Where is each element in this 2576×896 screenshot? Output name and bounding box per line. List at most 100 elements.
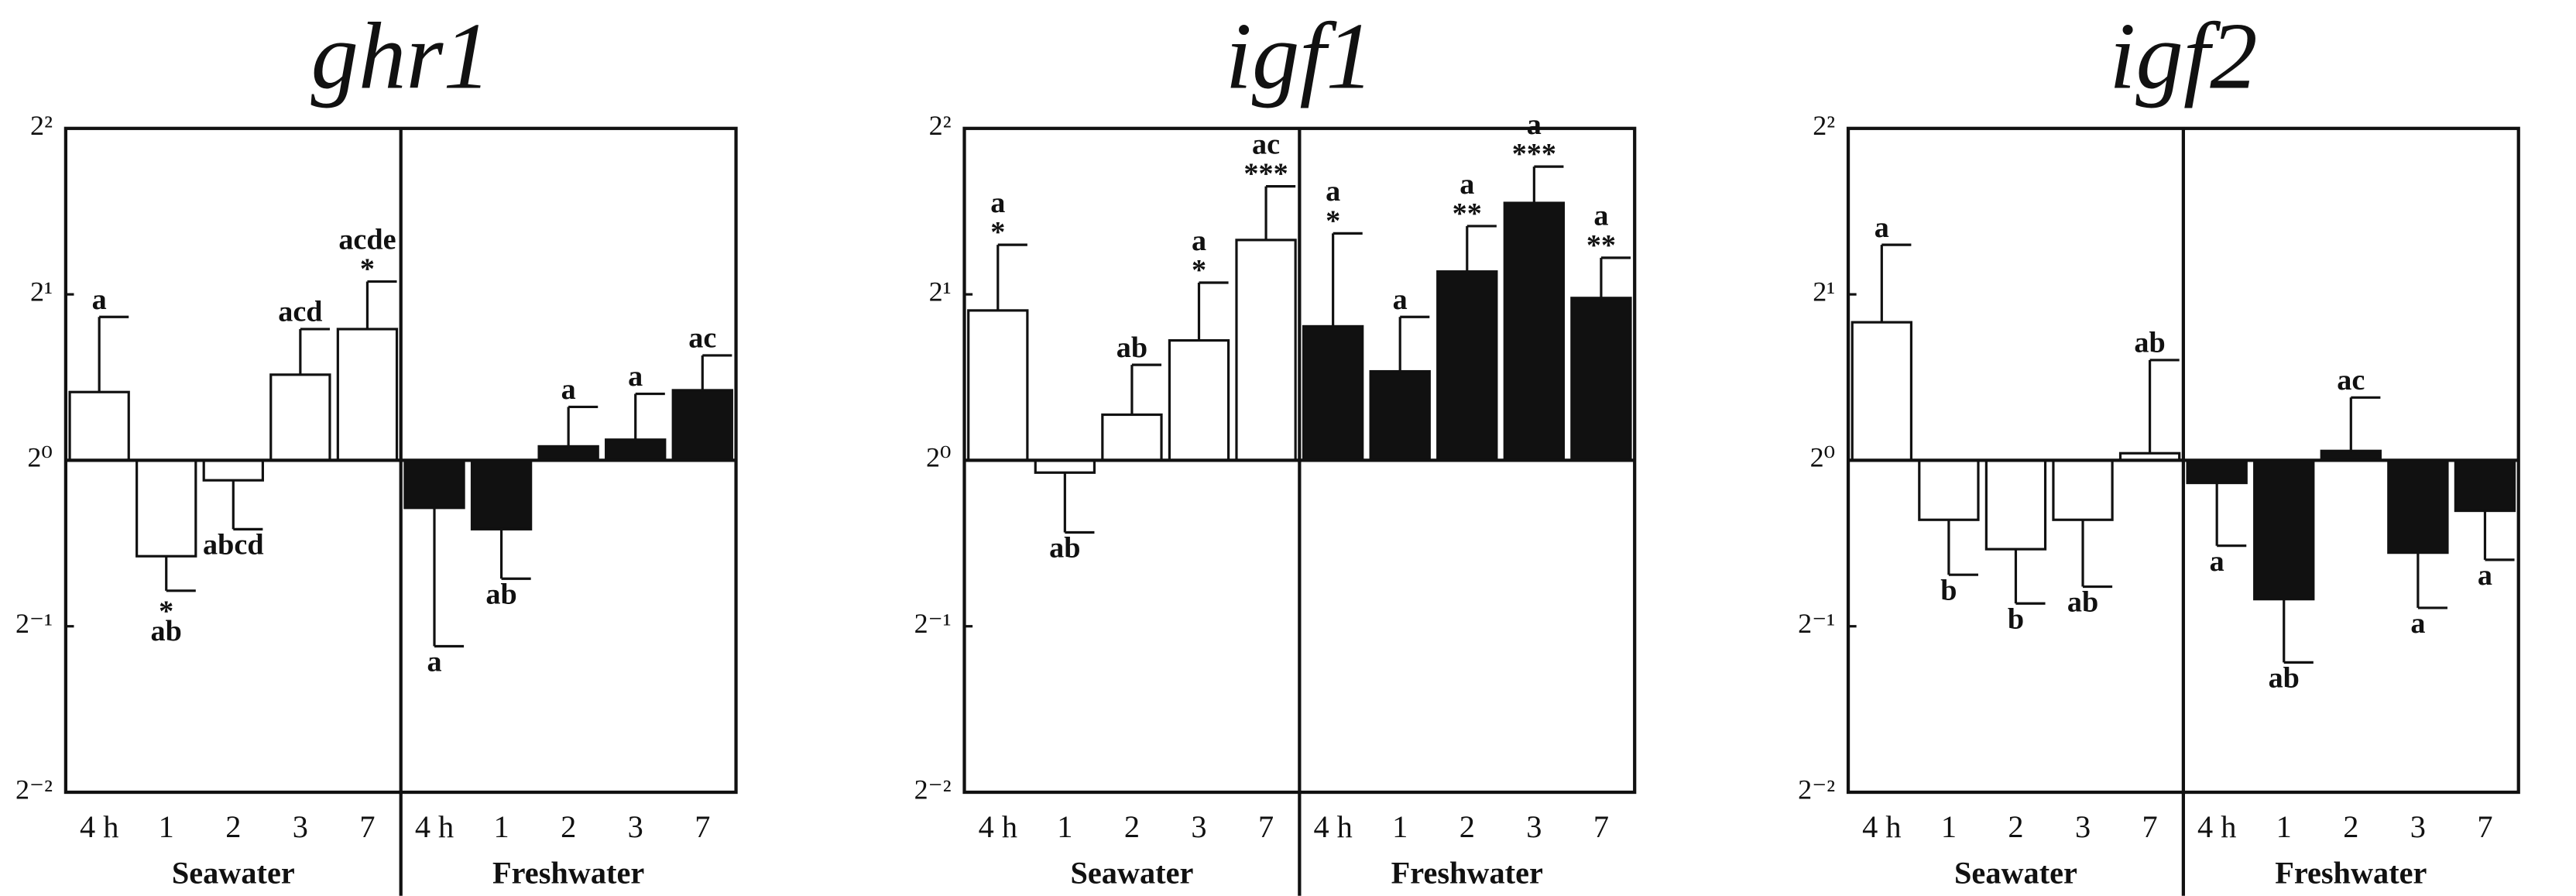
significance-letters: a xyxy=(92,283,107,316)
significance-stars: * xyxy=(990,216,1005,249)
bar xyxy=(202,458,264,482)
significance-letters: ab xyxy=(2269,661,2300,694)
significance-letters: a xyxy=(990,187,1005,219)
y-tick-label: 2¹ xyxy=(1813,276,1835,307)
significance-letters: b xyxy=(1940,574,1957,606)
bar xyxy=(2454,458,2516,513)
y-tick-label: 2² xyxy=(30,110,53,141)
bar xyxy=(1034,458,1096,474)
y-tick-label: 2¹ xyxy=(30,276,53,307)
significance-letters: ab xyxy=(1049,532,1080,565)
bar xyxy=(1570,297,1632,462)
significance-letters: a xyxy=(2210,545,2224,578)
x-tick-label: 2 xyxy=(2343,809,2358,844)
y-tick-label: 2² xyxy=(929,110,952,141)
x-tick-label: 1 xyxy=(493,809,509,844)
bar xyxy=(1918,458,1980,521)
significance-letters: ab xyxy=(2067,586,2098,619)
y-tick-label: 2⁻¹ xyxy=(914,608,952,639)
significance-letters: b xyxy=(2008,602,2024,635)
significance-letters: ac xyxy=(688,322,716,355)
bar xyxy=(967,309,1029,462)
bar xyxy=(1851,321,1913,462)
bar xyxy=(1436,270,1498,462)
significance-letters: ab xyxy=(485,578,516,610)
group-label: Freshwater xyxy=(1391,855,1543,890)
x-tick-label: 2 xyxy=(225,809,241,844)
bar xyxy=(537,445,599,462)
significance-letters: a xyxy=(1527,108,1542,141)
y-tick-label: 2⁻² xyxy=(914,774,952,805)
bar xyxy=(671,389,733,462)
x-tick-label: 3 xyxy=(2075,809,2091,844)
x-tick-label: 2 xyxy=(1124,809,1140,844)
significance-letters: ac xyxy=(2337,364,2365,397)
bar xyxy=(68,390,130,462)
significance-letters: ab xyxy=(1116,331,1147,364)
y-tick-label: 2² xyxy=(1813,110,1835,141)
bar xyxy=(1168,338,1230,462)
significance-letters: a xyxy=(628,360,643,393)
significance-letters: ac xyxy=(1252,128,1280,160)
significance-letters: a xyxy=(1875,211,1889,244)
significance-letters: a xyxy=(561,373,576,406)
bar xyxy=(2253,458,2315,601)
x-tick-label: 4 h xyxy=(979,809,1017,844)
x-tick-label: 3 xyxy=(1526,809,1542,844)
bar xyxy=(2387,458,2449,554)
x-tick-label: 7 xyxy=(2477,809,2492,844)
significance-letters: a xyxy=(1460,168,1474,201)
bar xyxy=(1235,239,1297,462)
y-tick-label: 2⁰ xyxy=(926,442,951,473)
significance-letters: ab xyxy=(151,615,182,647)
x-tick-label: 2 xyxy=(2008,809,2023,844)
significance-letters: ab xyxy=(2134,327,2165,359)
bar xyxy=(470,458,533,530)
x-tick-label: 7 xyxy=(359,809,375,844)
y-tick-label: 2⁰ xyxy=(27,442,52,473)
significance-stars: *** xyxy=(1243,158,1288,191)
y-tick-label: 2⁰ xyxy=(1810,442,1836,473)
bar xyxy=(605,438,667,462)
y-tick-label: 2⁻¹ xyxy=(1798,608,1835,639)
significance-letters: a xyxy=(2410,607,2425,640)
bar xyxy=(135,458,197,558)
significance-letters: a xyxy=(1326,175,1340,208)
chart-title: igf1 xyxy=(1226,2,1374,108)
significance-stars: * xyxy=(159,595,173,627)
x-tick-label: 7 xyxy=(1258,809,1274,844)
y-tick-label: 2¹ xyxy=(929,276,952,307)
group-label: Seawater xyxy=(1954,855,2077,890)
x-tick-label: 1 xyxy=(1392,809,1408,844)
significance-stars: * xyxy=(360,253,375,286)
bar xyxy=(269,373,331,462)
bar xyxy=(2052,458,2114,521)
significance-letters: a xyxy=(1593,200,1608,232)
y-tick-label: 2⁻² xyxy=(15,774,53,805)
group-label: Seawater xyxy=(1070,855,1193,890)
y-tick-label: 2⁻¹ xyxy=(15,608,53,639)
x-tick-label: 4 h xyxy=(1862,809,1901,844)
x-tick-label: 3 xyxy=(1191,809,1206,844)
significance-stars: * xyxy=(1326,204,1340,237)
x-tick-label: 4 h xyxy=(415,809,454,844)
bar xyxy=(403,458,465,510)
group-label: Freshwater xyxy=(2275,855,2427,890)
significance-letters: abcd xyxy=(203,528,264,561)
significance-letters: a xyxy=(1192,225,1206,257)
group-label: Freshwater xyxy=(492,855,644,890)
significance-letters: a xyxy=(427,646,441,678)
x-tick-label: 2 xyxy=(1460,809,1475,844)
x-tick-label: 7 xyxy=(1593,809,1609,844)
bar xyxy=(1503,201,1566,462)
bar xyxy=(1984,458,2047,551)
significance-letters: acd xyxy=(278,296,322,328)
chart-title: ghr1 xyxy=(310,2,490,108)
significance-letters: acde xyxy=(338,223,396,256)
x-tick-label: 7 xyxy=(2142,809,2158,844)
y-tick-label: 2⁻² xyxy=(1798,774,1835,805)
significance-stars: *** xyxy=(1512,138,1556,170)
x-tick-label: 4 h xyxy=(1313,809,1352,844)
